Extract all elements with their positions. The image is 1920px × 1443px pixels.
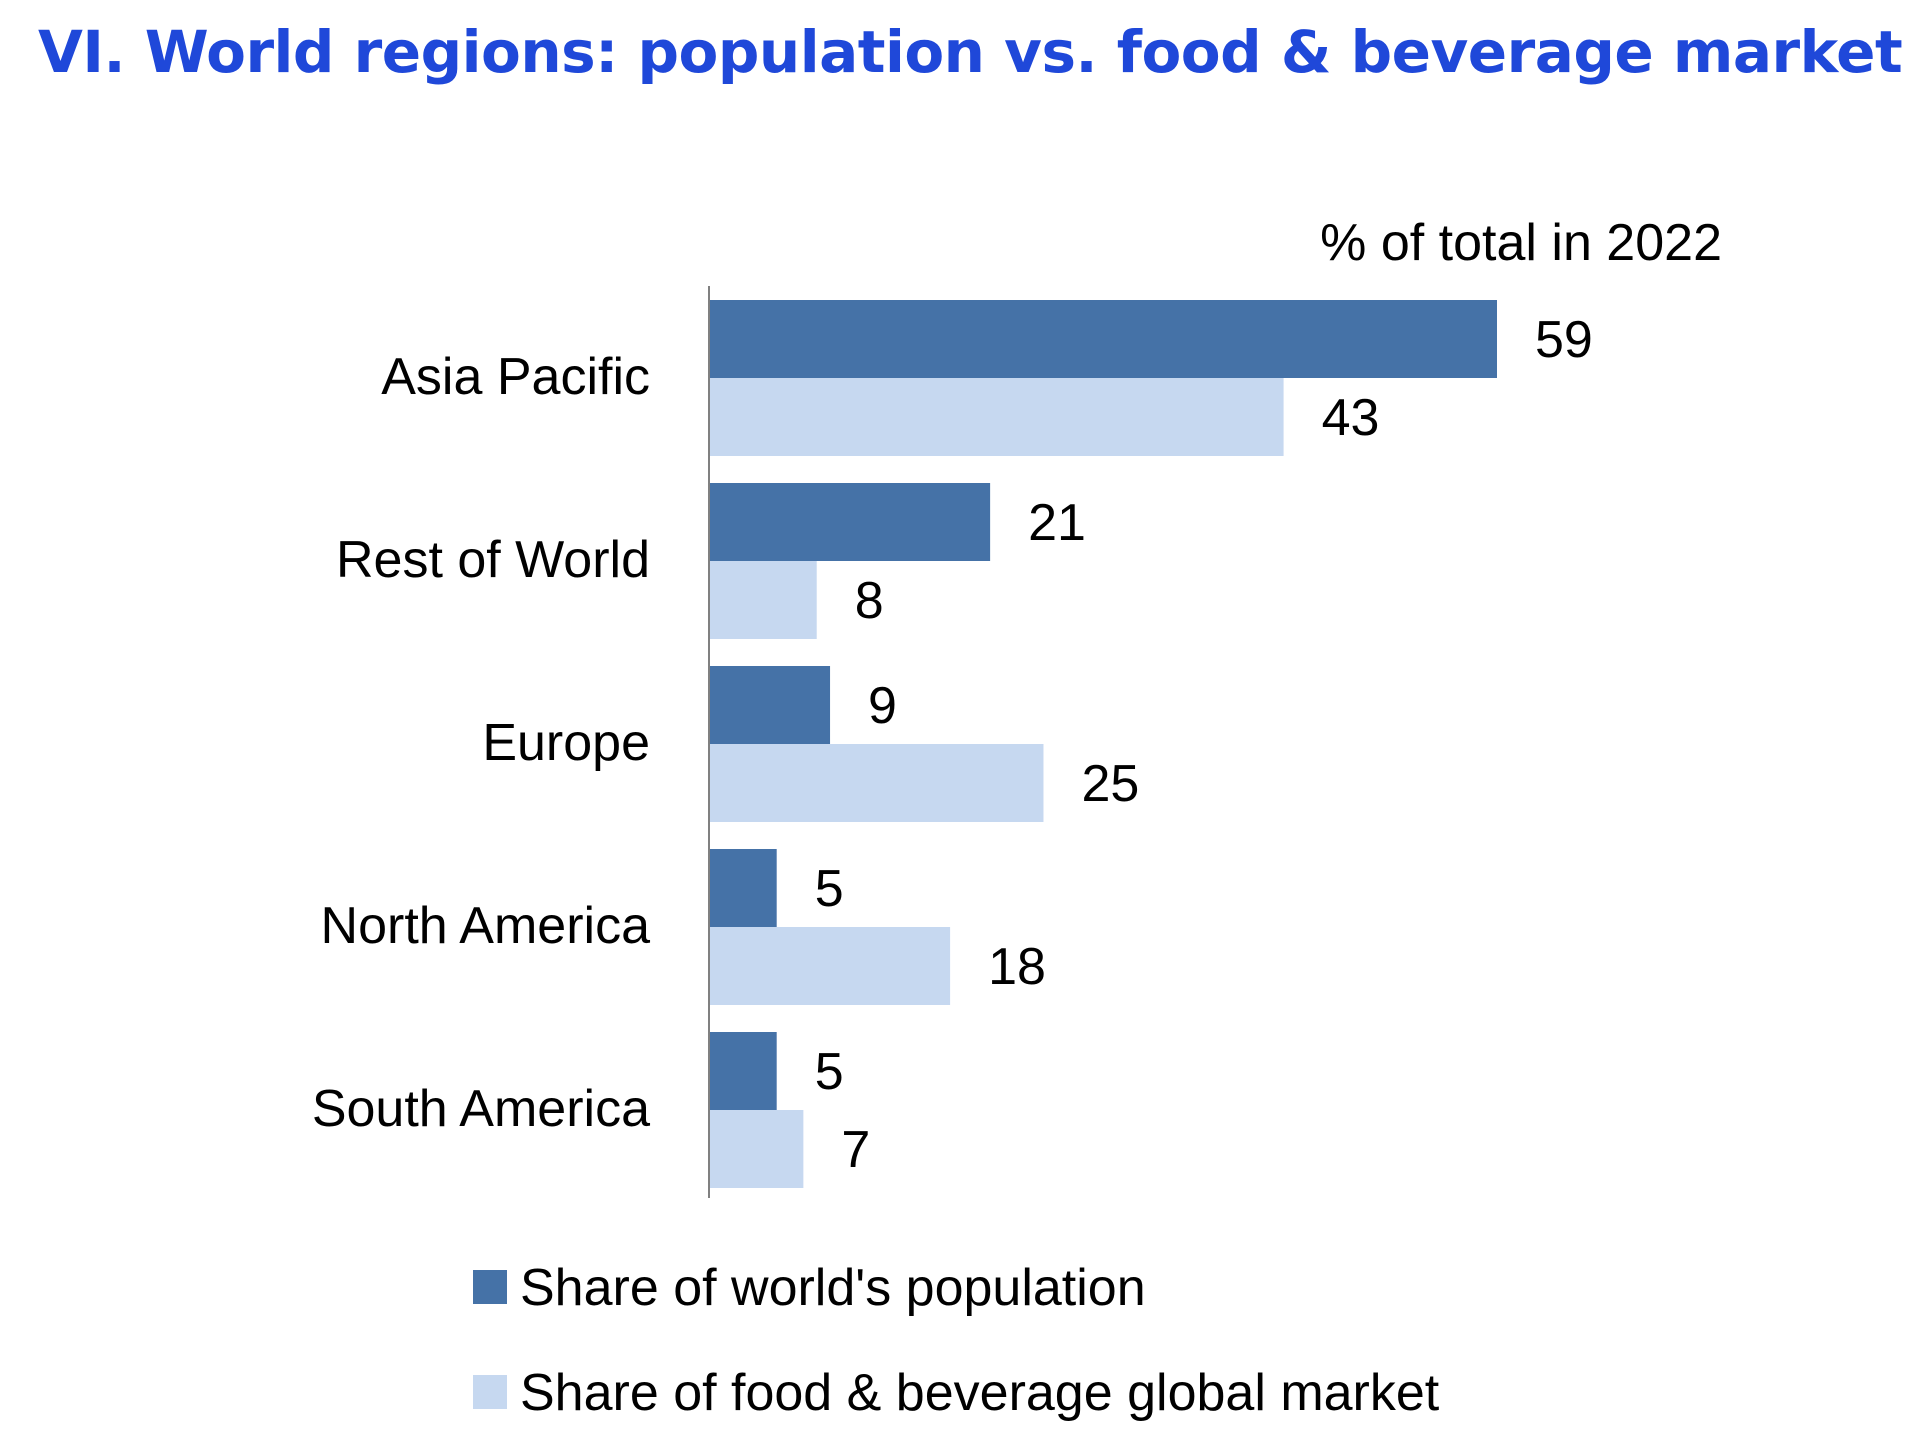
bar-asia-pacific-population xyxy=(710,300,1497,378)
category-label-rest-of-world: Rest of World xyxy=(336,531,650,589)
bar-europe-population xyxy=(710,666,831,744)
legend: Share of world's population Share of foo… xyxy=(473,1259,1440,1422)
bar-rest-of-world-market xyxy=(710,561,817,639)
bars-layer: Asia Pacific 59 43 Rest of World 21 8 Europe 9 2… xyxy=(312,300,1593,1188)
legend-label-market: Share of food & beverage global market xyxy=(520,1364,1440,1422)
data-label-north-america-market: 18 xyxy=(988,938,1046,996)
bar-north-america-population xyxy=(710,849,777,927)
bar-asia-pacific-market xyxy=(710,378,1284,456)
bar-europe-market xyxy=(710,744,1044,822)
category-label-north-america: North America xyxy=(321,897,651,955)
data-label-south-america-market: 7 xyxy=(841,1121,870,1179)
legend-swatch-market xyxy=(473,1375,507,1409)
legend-label-population: Share of world's population xyxy=(520,1259,1146,1317)
legend-swatch-population xyxy=(473,1270,507,1304)
data-label-north-america-population: 5 xyxy=(815,860,844,918)
category-label-south-america: South America xyxy=(312,1080,650,1138)
bar-rest-of-world-population xyxy=(710,483,991,561)
data-label-south-america-population: 5 xyxy=(815,1043,844,1101)
bar-north-america-market xyxy=(710,927,951,1005)
data-label-rest-of-world-population: 21 xyxy=(1028,494,1086,552)
page-title: VI. World regions: population vs. food &… xyxy=(38,18,1903,86)
category-label-asia-pacific: Asia Pacific xyxy=(381,348,650,406)
data-label-europe-market: 25 xyxy=(1081,755,1139,813)
data-label-asia-pacific-population: 59 xyxy=(1535,311,1593,369)
bar-south-america-population xyxy=(710,1032,777,1110)
data-label-asia-pacific-market: 43 xyxy=(1322,389,1380,447)
bar-south-america-market xyxy=(710,1110,804,1188)
category-label-europe: Europe xyxy=(482,714,650,772)
data-label-rest-of-world-market: 8 xyxy=(855,572,884,630)
data-label-europe-population: 9 xyxy=(868,677,897,735)
unit-label: % of total in 2022 xyxy=(1320,214,1722,272)
